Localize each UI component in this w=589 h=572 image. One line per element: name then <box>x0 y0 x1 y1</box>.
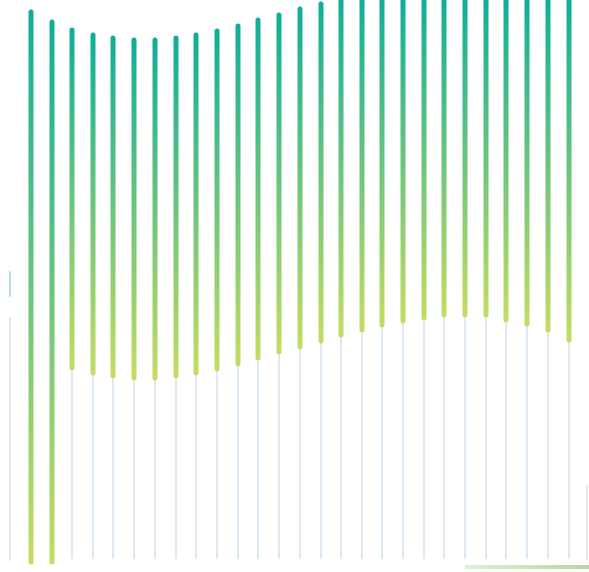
edge-marks-group <box>9 271 589 569</box>
gradient-bar-group <box>28 0 572 565</box>
pale-track-group <box>71 314 570 559</box>
bottom-accent-line <box>465 565 589 569</box>
